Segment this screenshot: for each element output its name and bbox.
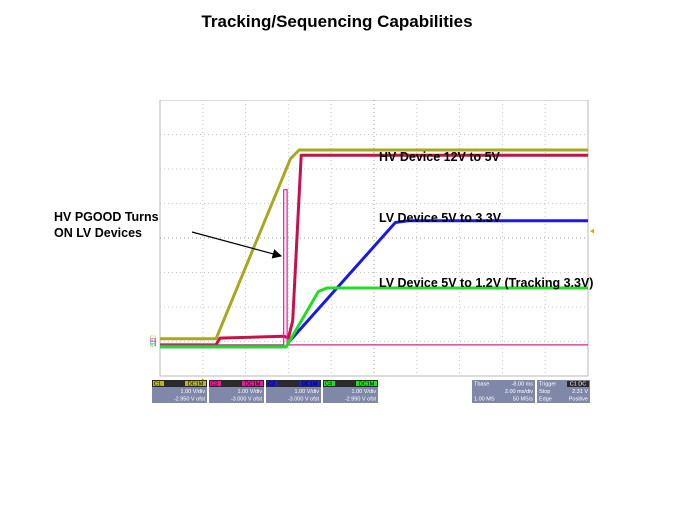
channel-scale: 1.00 V/div bbox=[181, 389, 206, 395]
channel-header bbox=[209, 380, 264, 387]
channel-ground-marker: C4 bbox=[150, 343, 157, 349]
channel-coupling-chip bbox=[299, 381, 320, 386]
channel-header bbox=[152, 380, 207, 387]
annotation-pgood-line2: ON LV Devices bbox=[54, 226, 143, 240]
annotation-lv33: LV Device 5V to 3.3V bbox=[379, 211, 502, 225]
channel-coupling: DC1M bbox=[245, 382, 261, 388]
trigger-level: 2.31 V bbox=[572, 389, 588, 395]
channel-offset: -2.990 V ofst bbox=[345, 397, 377, 403]
channel-id: C1 bbox=[154, 382, 161, 388]
trigger-label: Trigger bbox=[539, 382, 556, 388]
channel-color-chip bbox=[153, 381, 164, 386]
trace-2 bbox=[160, 153, 588, 347]
grid bbox=[160, 100, 588, 376]
channel-ground-marker: C2 bbox=[150, 338, 157, 344]
trace-1 bbox=[160, 148, 588, 341]
channel-color-chip bbox=[324, 381, 335, 386]
trigger-slope: Positive bbox=[569, 397, 588, 403]
channel-id: C4 bbox=[325, 382, 332, 388]
channel-scale: 1.00 V/div bbox=[295, 389, 320, 395]
slide-title: Tracking/Sequencing Capabilities bbox=[201, 12, 473, 31]
channel-ground-marker: C3 bbox=[150, 340, 157, 346]
channel-offset: -3.000 V ofst bbox=[231, 397, 263, 403]
channel-id: C2 bbox=[211, 382, 218, 388]
channel-header bbox=[266, 380, 321, 387]
annotation-lv12: LV Device 5V to 1.2V (Tracking 3.3V) bbox=[379, 276, 594, 290]
annotation-pgood-line1: HV PGOOD Turns bbox=[54, 210, 159, 224]
channel-scale: 1.00 V/div bbox=[352, 389, 377, 395]
timebase-rate: 2.00 ms/div bbox=[505, 389, 533, 395]
channel-ground-marker: C1 bbox=[150, 335, 157, 341]
channel-coupling: DC1M bbox=[302, 382, 318, 388]
timebase-block bbox=[472, 380, 535, 403]
trigger-badge: C1 DC bbox=[570, 382, 587, 388]
channel-scale: 1.00 V/div bbox=[238, 389, 263, 395]
trigger-level-marker bbox=[590, 228, 594, 234]
timebase-samples: 1.00 MS bbox=[474, 397, 495, 403]
channel-color-chip bbox=[267, 381, 278, 386]
trace-3 bbox=[160, 189, 588, 346]
channel-body bbox=[323, 387, 378, 403]
channel-body bbox=[209, 387, 264, 403]
timebase-sample-rate: 50 MS/s bbox=[513, 397, 533, 403]
traces bbox=[160, 148, 588, 349]
trigger-mode: Stop bbox=[539, 389, 550, 395]
channel-offset: -2.950 V ofst bbox=[174, 397, 206, 403]
channel-color-chip bbox=[210, 381, 221, 386]
channel-coupling-chip bbox=[185, 381, 206, 386]
oscilloscope-capture: C1 C2 C3 C4 C1 DC1M 1.00 V/div -2.950 V ofst C2… bbox=[148, 100, 594, 406]
channel-header bbox=[323, 380, 378, 387]
trigger-badge-bg bbox=[567, 381, 589, 387]
trigger-type: Edge bbox=[539, 397, 552, 403]
timebase-value: -8.00 ms bbox=[512, 382, 534, 388]
trace-5 bbox=[160, 286, 588, 349]
channel-id: C3 bbox=[268, 382, 275, 388]
timebase-label: Tbase bbox=[474, 382, 489, 388]
annotation-hv: HV Device 12V to 5V bbox=[379, 150, 500, 164]
channel-offset: -3.000 V ofst bbox=[288, 397, 320, 403]
channel-coupling-chip bbox=[242, 381, 263, 386]
channel-body bbox=[266, 387, 321, 403]
channel-body bbox=[152, 387, 207, 403]
channel-coupling-chip bbox=[356, 381, 377, 386]
channel-coupling: DC1M bbox=[188, 382, 204, 388]
channel-coupling: DC1M bbox=[359, 382, 375, 388]
